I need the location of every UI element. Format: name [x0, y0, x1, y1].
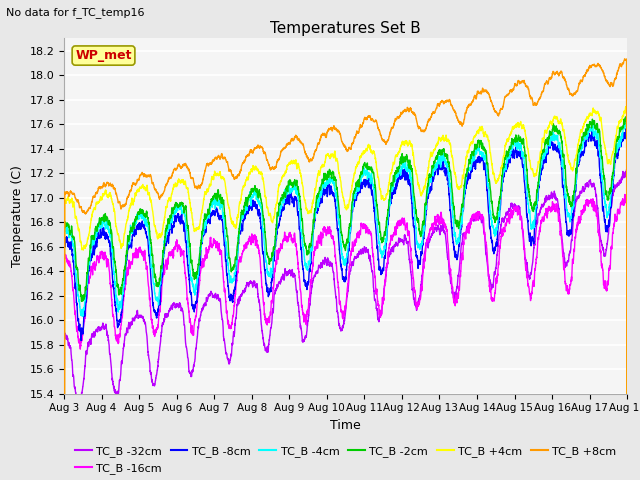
Text: WP_met: WP_met	[76, 49, 132, 62]
TC_B -4cm	[324, 179, 332, 185]
TC_B -8cm	[324, 181, 332, 187]
TC_B -32cm	[441, 228, 449, 234]
TC_B -2cm	[623, 115, 630, 120]
TC_B -4cm	[441, 155, 449, 161]
Line: TC_B +4cm: TC_B +4cm	[64, 107, 627, 480]
TC_B -2cm	[441, 153, 449, 159]
Line: TC_B -4cm: TC_B -4cm	[64, 122, 627, 480]
TC_B -32cm	[472, 212, 479, 217]
TC_B -32cm	[324, 257, 332, 263]
X-axis label: Time: Time	[330, 419, 361, 432]
TC_B -32cm	[161, 313, 169, 319]
Line: TC_B -2cm: TC_B -2cm	[64, 115, 627, 480]
TC_B -16cm	[472, 218, 479, 224]
Legend: TC_B -32cm, TC_B -16cm, TC_B -8cm, TC_B -4cm, TC_B -2cm, TC_B +4cm, TC_B +8cm: TC_B -32cm, TC_B -16cm, TC_B -8cm, TC_B …	[70, 442, 621, 478]
TC_B -16cm	[441, 223, 449, 229]
TC_B -2cm	[504, 152, 511, 157]
TC_B -2cm	[324, 175, 332, 180]
TC_B -16cm	[623, 199, 630, 204]
TC_B -16cm	[621, 192, 628, 197]
TC_B -8cm	[623, 126, 630, 132]
TC_B -32cm	[504, 209, 511, 215]
TC_B -4cm	[161, 239, 169, 245]
TC_B -32cm	[623, 167, 630, 173]
TC_B -16cm	[504, 218, 511, 224]
TC_B +4cm	[441, 137, 449, 143]
TC_B -4cm	[623, 120, 630, 126]
TC_B -4cm	[472, 149, 479, 155]
Line: TC_B -16cm: TC_B -16cm	[64, 194, 627, 480]
TC_B -2cm	[161, 233, 169, 239]
TC_B -16cm	[324, 229, 332, 235]
Text: No data for f_TC_temp16: No data for f_TC_temp16	[6, 7, 145, 18]
TC_B -8cm	[472, 161, 479, 167]
TC_B +8cm	[623, 56, 630, 62]
TC_B +4cm	[504, 138, 511, 144]
Line: TC_B -8cm: TC_B -8cm	[64, 129, 627, 480]
TC_B -4cm	[504, 156, 511, 162]
TC_B +4cm	[161, 211, 169, 216]
TC_B +8cm	[161, 184, 169, 190]
TC_B +8cm	[621, 56, 628, 61]
TC_B +4cm	[623, 107, 630, 112]
TC_B -32cm	[623, 167, 630, 173]
TC_B +8cm	[441, 99, 449, 105]
TC_B -8cm	[441, 170, 449, 176]
Title: Temperatures Set B: Temperatures Set B	[270, 21, 421, 36]
TC_B +8cm	[324, 127, 332, 133]
Y-axis label: Temperature (C): Temperature (C)	[11, 165, 24, 267]
TC_B +4cm	[472, 132, 479, 137]
Line: TC_B -32cm: TC_B -32cm	[64, 170, 627, 480]
TC_B +8cm	[472, 96, 479, 101]
TC_B +4cm	[622, 104, 630, 109]
TC_B -8cm	[161, 239, 169, 245]
TC_B -2cm	[623, 112, 631, 118]
TC_B -2cm	[472, 146, 479, 152]
TC_B -8cm	[623, 126, 630, 132]
TC_B -8cm	[504, 164, 511, 169]
Line: TC_B +8cm: TC_B +8cm	[64, 59, 627, 480]
TC_B -16cm	[161, 264, 169, 269]
TC_B +8cm	[504, 92, 511, 97]
TC_B -4cm	[621, 119, 629, 125]
TC_B +4cm	[324, 153, 332, 159]
